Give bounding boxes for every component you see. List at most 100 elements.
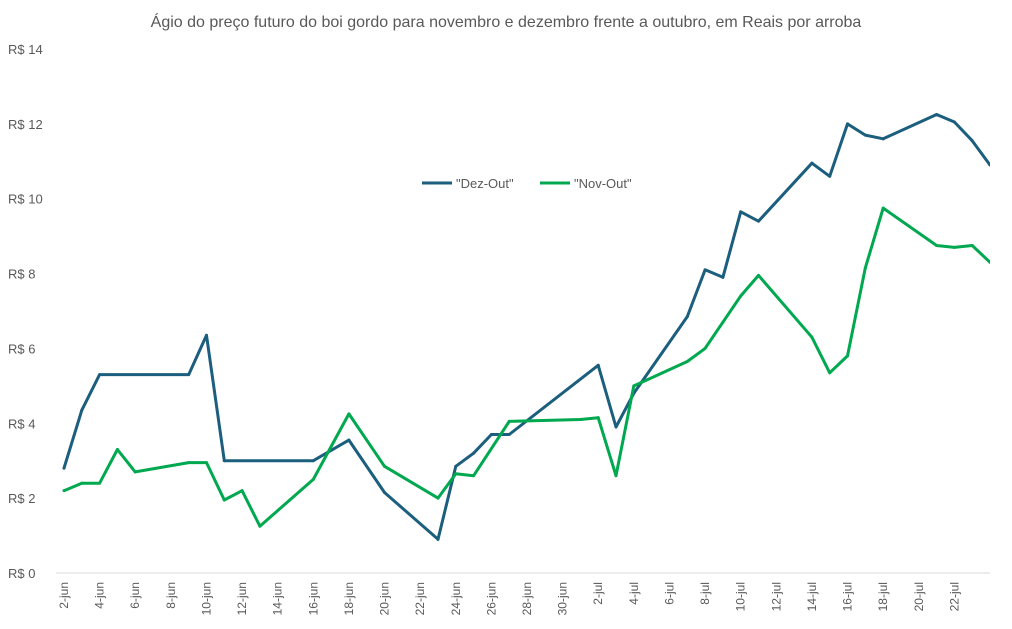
x-tick-label: 6-jun <box>128 582 142 609</box>
data-point <box>988 260 990 264</box>
x-tick-label: 22-jul <box>947 582 961 611</box>
data-point <box>383 491 387 495</box>
data-point <box>757 273 760 277</box>
x-tick-label: 6-jul <box>662 582 676 605</box>
data-point <box>436 496 440 500</box>
x-tick-label: 12-jun <box>235 582 249 615</box>
y-tick-label: R$ 6 <box>8 341 35 356</box>
data-point <box>614 425 618 429</box>
data-point <box>347 412 351 416</box>
data-point <box>614 474 618 478</box>
data-point <box>703 268 707 272</box>
data-point <box>863 266 867 270</box>
data-point <box>80 481 84 485</box>
data-point <box>846 122 850 126</box>
x-tick-label: 4-jun <box>93 582 107 609</box>
x-tick-label: 2-jun <box>57 582 71 609</box>
x-tick-label: 10-jul <box>734 582 748 611</box>
data-point <box>863 133 867 137</box>
x-tick-label: 26-jun <box>484 582 498 615</box>
data-point <box>62 489 66 493</box>
plot-area <box>62 113 990 541</box>
data-point <box>204 333 208 337</box>
data-point <box>703 346 707 350</box>
y-tick-label: R$ 12 <box>8 117 43 132</box>
series-line-nov-out <box>63 206 990 528</box>
x-tick-label: 18-jun <box>342 582 356 615</box>
data-point <box>80 408 84 412</box>
y-tick-label: R$ 14 <box>8 42 43 57</box>
data-point <box>240 489 244 493</box>
data-point <box>757 219 760 223</box>
data-point <box>596 416 600 420</box>
data-point <box>685 360 689 364</box>
data-point <box>204 461 208 465</box>
data-point <box>489 433 493 437</box>
x-tick-label: 20-jul <box>912 582 926 611</box>
x-tick-label: 22-jun <box>413 582 427 615</box>
data-point <box>810 161 814 165</box>
data-point <box>507 419 511 423</box>
data-point <box>881 137 885 141</box>
data-point <box>685 315 689 319</box>
x-tick-label: 10-jun <box>199 582 213 615</box>
legend-label-dez-out: "Dez-Out" <box>456 176 514 191</box>
x-tick-label: 20-jun <box>378 582 392 615</box>
y-tick-label: R$ 0 <box>8 566 35 581</box>
data-point <box>881 206 885 210</box>
data-point <box>721 275 725 279</box>
data-point <box>347 438 351 442</box>
data-point <box>935 113 939 116</box>
legend: "Dez-Out" "Nov-Out" <box>422 176 632 191</box>
data-point <box>739 294 743 298</box>
series-line-dez-out <box>62 113 990 541</box>
data-point <box>133 470 137 474</box>
data-point <box>828 371 832 375</box>
data-point <box>115 447 119 451</box>
data-point <box>187 461 191 465</box>
x-tick-label: 28-jun <box>520 582 534 615</box>
data-point <box>935 244 939 247</box>
data-point <box>454 464 458 468</box>
data-point <box>187 373 191 377</box>
legend-label-nov-out: "Nov-Out" <box>574 176 632 191</box>
y-tick-label: R$ 4 <box>8 416 35 431</box>
data-point <box>436 537 440 541</box>
data-point <box>596 363 600 367</box>
x-tick-label: 16-jun <box>306 582 320 615</box>
data-point <box>952 245 956 249</box>
data-point <box>828 174 832 178</box>
data-point <box>383 464 387 468</box>
data-point <box>62 466 66 470</box>
data-point <box>222 459 226 463</box>
data-point <box>952 120 956 124</box>
data-point <box>258 524 262 528</box>
data-point <box>739 210 743 214</box>
data-point <box>578 418 582 422</box>
data-point <box>98 373 102 377</box>
y-tick-label: R$ 2 <box>8 491 35 506</box>
data-point <box>311 459 315 463</box>
x-tick-label: 14-jul <box>805 582 819 611</box>
x-tick-label: 30-jun <box>556 582 570 615</box>
x-tick-label: 14-jun <box>271 582 285 615</box>
data-point <box>507 433 511 437</box>
x-tick-label: 18-jul <box>876 582 890 611</box>
data-point <box>311 477 315 481</box>
data-point <box>810 335 814 339</box>
data-point <box>222 498 226 502</box>
data-point <box>472 474 476 478</box>
x-tick-label: 24-jun <box>449 582 463 615</box>
data-point <box>632 384 636 388</box>
x-axis: 2-jun 4-jun 6-jun 8-jun 10-jun 12-jun 14-jun 16… <box>56 572 990 615</box>
data-point <box>970 139 974 143</box>
data-point <box>472 451 476 455</box>
x-tick-label: 2-jul <box>591 582 605 605</box>
x-tick-label: 12-jul <box>769 582 783 611</box>
data-point <box>454 472 458 476</box>
chart-title: Ágio do preço futuro do boi gordo para n… <box>151 12 862 31</box>
data-point <box>721 320 725 324</box>
y-tick-label: R$ 8 <box>8 267 35 282</box>
x-tick-label: 4-jul <box>627 582 641 605</box>
